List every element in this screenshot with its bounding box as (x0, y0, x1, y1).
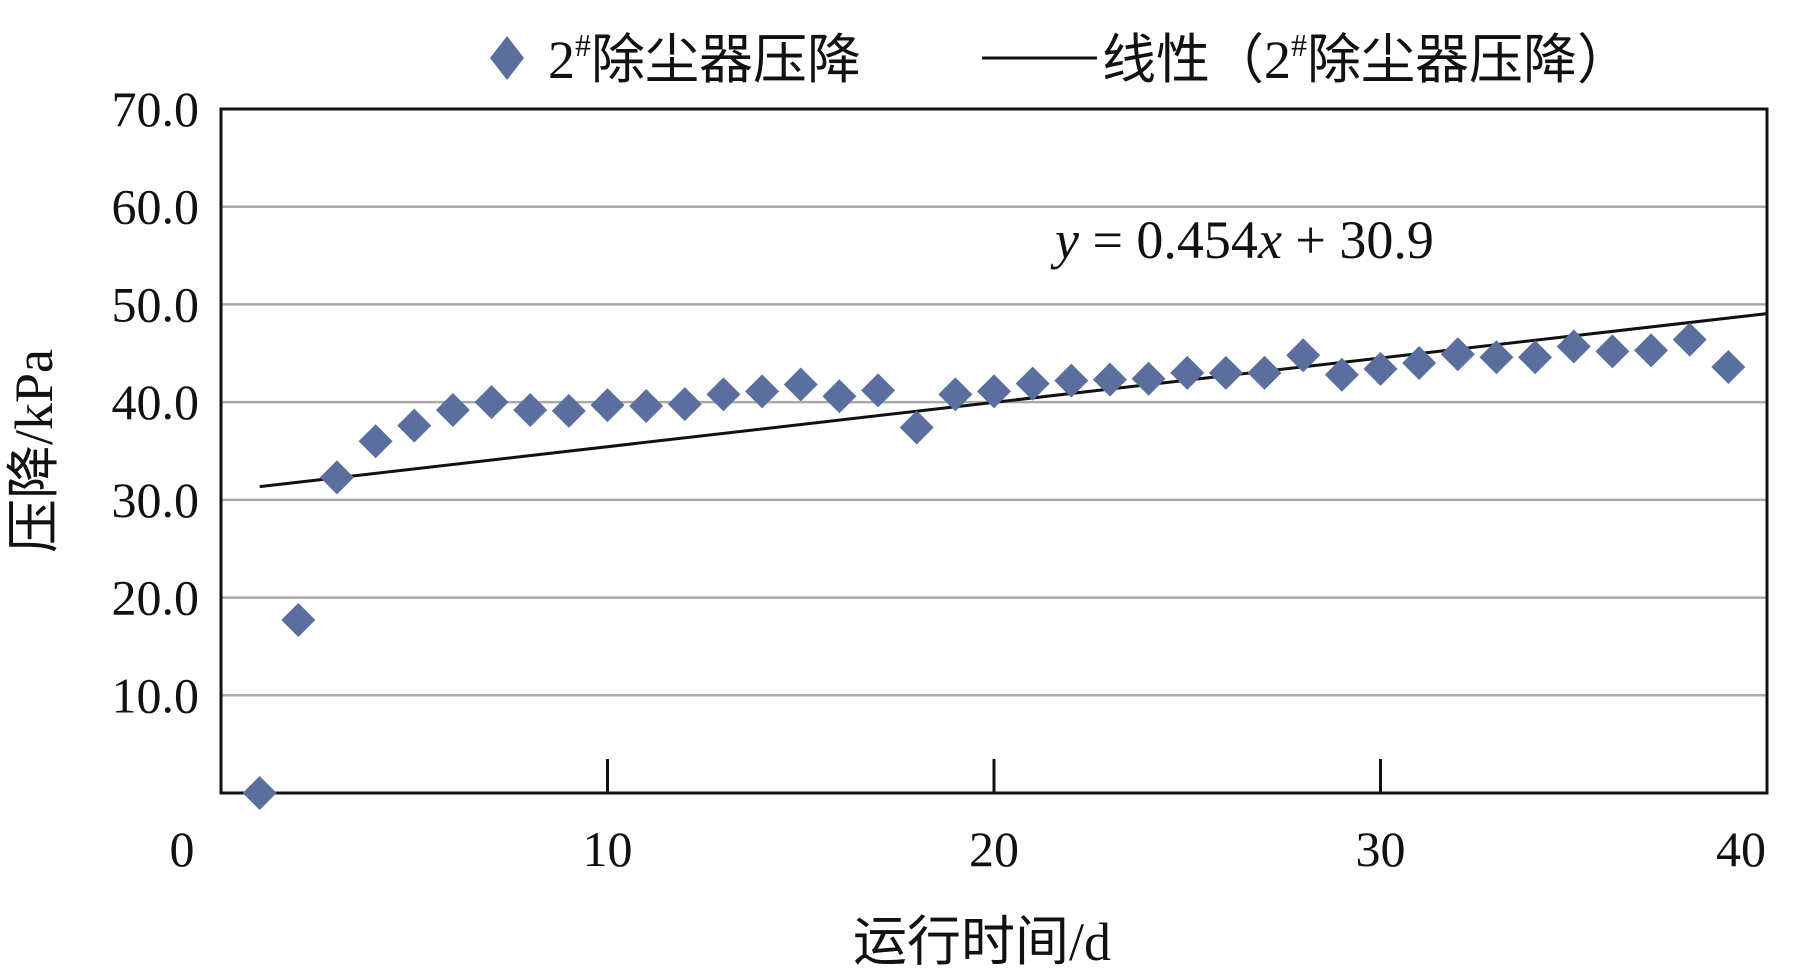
data-point (435, 392, 470, 427)
trendline (259, 312, 1768, 489)
data-point (1479, 340, 1514, 375)
data-point (590, 388, 625, 423)
data-point (822, 379, 857, 414)
legend-line-label-pre: 线性（2 (1102, 30, 1291, 90)
data-point (513, 392, 548, 427)
data-point (1634, 333, 1669, 368)
data-points (242, 322, 1746, 810)
data-point (1208, 355, 1243, 390)
data-point (899, 410, 934, 445)
equation-intercept: + 30.9 (1282, 210, 1434, 270)
data-point (1363, 351, 1398, 386)
legend-scatter-label: 2#除尘器压降 (548, 27, 861, 90)
data-point (1440, 337, 1475, 372)
data-point (474, 385, 509, 420)
legend-line-label-rest: 除尘器压降） (1307, 30, 1631, 90)
equation-slope: = 0.454 (1079, 210, 1258, 270)
x-axis-label: 运行时间/d (853, 912, 1111, 972)
x-tick-label: 40 (1716, 821, 1766, 877)
data-point (1054, 363, 1089, 398)
data-point (397, 408, 432, 443)
data-point (861, 373, 896, 408)
data-point (977, 374, 1011, 409)
x-tick-label: 10 (583, 821, 633, 877)
x-tick-label: 0 (170, 821, 195, 877)
equation-y-var: y (1050, 210, 1079, 270)
y-tick-label: 10.0 (112, 667, 200, 723)
x-axis-ticks (606, 759, 1382, 793)
legend-line-label: 线性（2#除尘器压降） (1102, 27, 1631, 90)
legend-line-label-sup: # (1291, 27, 1307, 63)
legend-scatter-label-main: 2 (548, 30, 575, 90)
data-point (667, 387, 702, 422)
legend-scatter-marker (490, 36, 524, 80)
data-point (1324, 357, 1359, 392)
data-point (1286, 338, 1321, 373)
data-point (706, 377, 741, 412)
data-point (1595, 334, 1630, 369)
x-tick-label: 30 (1356, 821, 1406, 877)
y-tick-label: 70.0 (112, 81, 200, 137)
trendline-equation: y = 0.454x + 30.9 (1050, 210, 1434, 270)
y-tick-label: 30.0 (112, 472, 200, 528)
data-point (551, 393, 586, 428)
x-tick-label: 20 (969, 821, 1019, 877)
data-point (1711, 349, 1746, 384)
data-point (1092, 362, 1127, 397)
data-point (1170, 355, 1205, 390)
y-tick-label: 60.0 (112, 179, 200, 235)
data-point (1556, 329, 1591, 364)
data-point (358, 424, 393, 459)
y-tick-label: 40.0 (112, 374, 200, 430)
data-point (1402, 346, 1437, 381)
data-point (1518, 340, 1553, 375)
y-tick-label: 50.0 (112, 276, 200, 332)
data-point (319, 460, 354, 495)
data-point (1672, 322, 1707, 357)
data-point (1015, 366, 1050, 401)
data-point (745, 374, 780, 409)
data-point (1247, 355, 1282, 390)
legend-scatter-label-rest: 除尘器压降 (591, 30, 861, 90)
y-axis-tick-labels: 10.0 20.0 30.0 40.0 50.0 60.0 70.0 (112, 81, 200, 723)
equation-x-var: x (1257, 210, 1282, 270)
y-axis-label: 压降/kPa (4, 349, 64, 553)
plot-area-frame (219, 107, 1769, 795)
data-point (242, 776, 277, 810)
data-point (783, 367, 818, 402)
data-point (281, 603, 316, 638)
y-tick-label: 20.0 (112, 570, 200, 626)
data-point (1131, 361, 1166, 396)
legend-scatter-label-sup: # (575, 27, 591, 63)
legend: 2#除尘器压降 线性（2#除尘器压降） (490, 27, 1631, 90)
gridlines (221, 205, 1767, 697)
data-point (629, 389, 664, 424)
data-point (938, 377, 973, 412)
x-axis-tick-labels: 0 10 20 30 40 (170, 821, 1767, 877)
